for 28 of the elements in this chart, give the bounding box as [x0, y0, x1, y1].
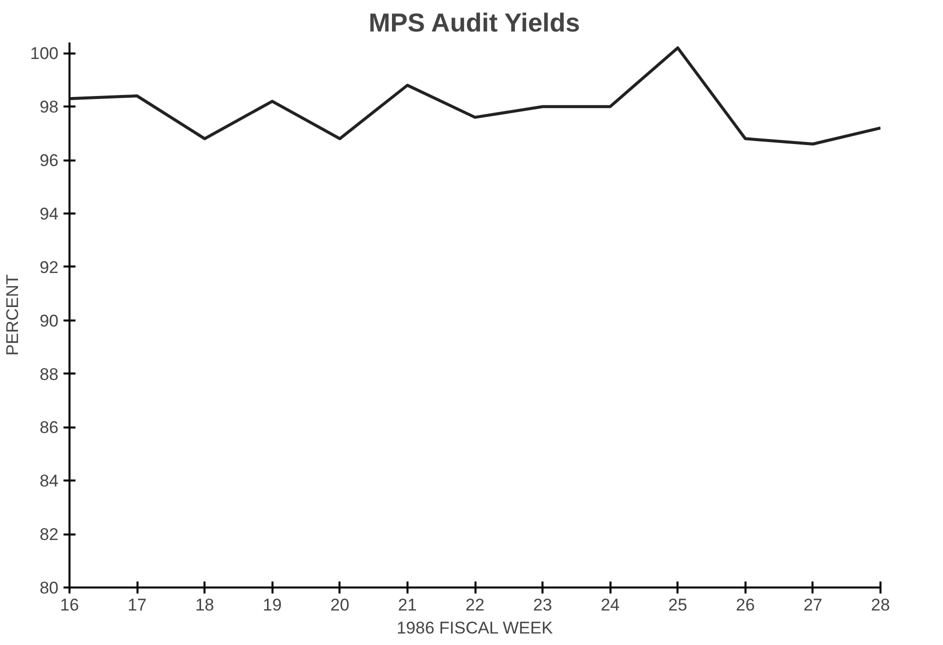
y-tick-label: 84	[40, 472, 59, 491]
y-tick-label: 92	[40, 258, 59, 277]
x-tick-label: 28	[871, 596, 890, 614]
y-axis-title: PERCENT	[3, 274, 22, 356]
y-tick-label: 86	[40, 418, 59, 438]
y-tick-label: 88	[40, 364, 59, 384]
x-tick-label: 16	[60, 596, 79, 614]
x-axis-title: 1986 FISCAL WEEK	[396, 618, 554, 638]
x-tick-label: 19	[262, 596, 282, 614]
x-tick-label: 18	[195, 596, 214, 614]
y-tick-label: 82	[40, 525, 59, 544]
y-tick-label: 98	[40, 98, 59, 117]
x-tick-label: 22	[466, 596, 484, 614]
x-tick-label: 20	[330, 596, 350, 614]
y-tick-label: 80	[40, 578, 59, 598]
y-tick-label: 96	[40, 151, 59, 170]
chart-title: MPS Audit Yields	[368, 8, 580, 38]
x-tick-label: 17	[128, 596, 147, 614]
x-tick-label: 26	[736, 596, 755, 614]
y-tick-label: 94	[40, 204, 59, 224]
y-tick-label: 100	[30, 44, 59, 64]
x-tick-label: 24	[600, 596, 620, 614]
x-tick-label: 27	[803, 596, 822, 614]
x-tick-label: 21	[398, 596, 417, 614]
line-series	[70, 46, 880, 146]
y-tick-label: 90	[40, 311, 59, 330]
x-tick-label: 25	[668, 596, 688, 614]
x-tick-label: 23	[533, 596, 552, 614]
